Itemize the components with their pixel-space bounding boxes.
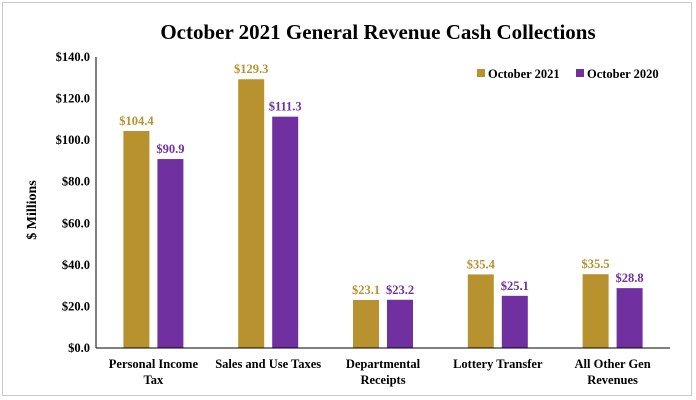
x-tick-label-line: Revenues <box>587 373 638 387</box>
data-label: $25.1 <box>501 279 529 293</box>
legend-swatch <box>477 69 485 77</box>
bar <box>467 274 494 348</box>
chart-frame <box>2 2 692 396</box>
data-label: $23.1 <box>352 283 380 297</box>
y-tick-label: $120.0 <box>56 92 90 106</box>
y-tick-label: $20.0 <box>62 299 90 313</box>
bar <box>353 299 379 348</box>
data-label: $28.8 <box>616 271 644 285</box>
x-tick-label: Departmental Receipts <box>346 357 421 387</box>
bar <box>123 130 150 348</box>
data-label: $104.4 <box>119 114 154 128</box>
chart-title: October 2021 General Revenue Cash Collec… <box>160 20 595 44</box>
legend-label: October 2021 <box>488 67 560 81</box>
x-tick-label: Lottery Transfer <box>453 357 543 371</box>
y-tick-label: $0.0 <box>68 341 90 355</box>
legend: October 2021 October 2020 <box>477 67 659 81</box>
x-axis-labels: Personal Income Tax Sales and Use Taxes Dep… <box>109 357 651 387</box>
y-tick-label: $140.0 <box>56 50 90 64</box>
bar-series <box>123 79 643 348</box>
bar <box>501 295 528 348</box>
x-tick-label-line: All Other Gen <box>575 357 651 371</box>
x-tick-label-line: Lottery Transfer <box>453 357 543 371</box>
data-label: $90.9 <box>156 142 184 156</box>
x-tick-label: Personal Income Tax <box>109 357 199 387</box>
data-label: $111.3 <box>269 100 302 114</box>
y-tick-label: $80.0 <box>62 175 90 189</box>
bar <box>238 79 265 348</box>
y-tick-label: $40.0 <box>62 258 90 272</box>
bar <box>157 159 184 348</box>
y-axis-ticks: $0.0 $20.0 $40.0 $60.0 $80.0 $100.0 $120.0 $140… <box>56 50 90 355</box>
bar <box>582 274 609 348</box>
y-axis-label: $ Millions <box>25 180 40 240</box>
x-tick-label-line: Personal Income <box>109 357 199 371</box>
bar <box>272 116 299 348</box>
data-label: $129.3 <box>234 62 268 76</box>
data-label: $23.2 <box>386 283 414 297</box>
y-tick-label: $60.0 <box>62 216 90 230</box>
data-label: $35.5 <box>582 257 610 271</box>
data-labels: $104.4$90.9 $129.3 $111.3 $23.1 $23.2 $35.4 $2… <box>119 62 643 297</box>
x-tick-label-line: Tax <box>144 373 164 387</box>
x-tick-label: Sales and Use Taxes <box>215 357 321 371</box>
x-tick-label: All Other Gen Revenues <box>575 357 651 387</box>
bar <box>616 288 643 348</box>
bar <box>387 299 413 348</box>
data-label: $35.4 <box>467 257 496 271</box>
y-tick-label: $100.0 <box>56 133 90 147</box>
x-tick-label-line: Sales and Use Taxes <box>215 357 321 371</box>
legend-swatch <box>576 69 584 77</box>
x-tick-label-line: Departmental <box>346 357 421 371</box>
x-tick-label-line: Receipts <box>360 373 405 387</box>
legend-label: October 2020 <box>587 67 659 81</box>
